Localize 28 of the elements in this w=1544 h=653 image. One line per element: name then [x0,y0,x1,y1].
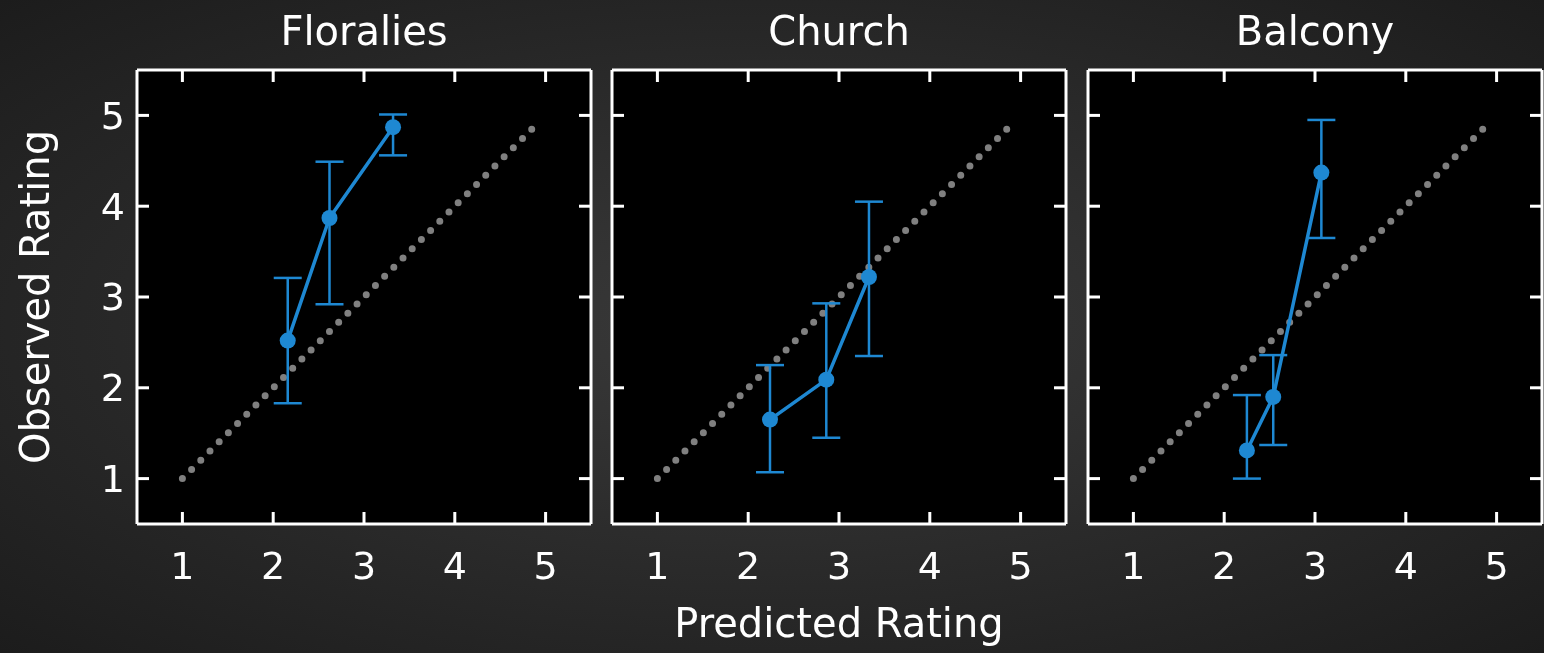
chart-title: Church [767,7,911,56]
x-tick-label: 4 [1393,543,1418,588]
point [279,332,296,349]
y-tick-label: 4 [100,184,125,229]
y-tick-label: 1 [100,457,125,502]
x-tick-label: 4 [917,543,942,588]
x-tick-label: 4 [442,543,467,588]
x-tick-label: 1 [1121,543,1146,588]
chart-title: Floralies [279,7,449,56]
x-tick-label: 5 [533,543,558,588]
chart-title: Balcony [1234,7,1396,56]
x-tick-label: 3 [1302,543,1328,588]
x-tick-label: 2 [261,543,286,588]
x-tick-label: 3 [826,543,852,588]
y-axis-title: Observed Rating [11,128,59,467]
x-tick-label: 2 [736,543,761,588]
y-tick-label: 2 [100,366,125,411]
point [385,119,402,136]
point [321,210,338,226]
y-tick-label: 5 [100,93,125,138]
x-tick-label: 1 [645,543,670,588]
x-tick-label: 5 [1484,543,1509,588]
x-axis-title: Predicted Rating [673,599,1005,648]
x-tick-label: 1 [170,543,195,588]
x-tick-label: 5 [1008,543,1033,588]
y-tick-label: 3 [100,275,125,320]
x-tick-label: 3 [351,543,377,588]
x-tick-label: 2 [1212,543,1237,588]
